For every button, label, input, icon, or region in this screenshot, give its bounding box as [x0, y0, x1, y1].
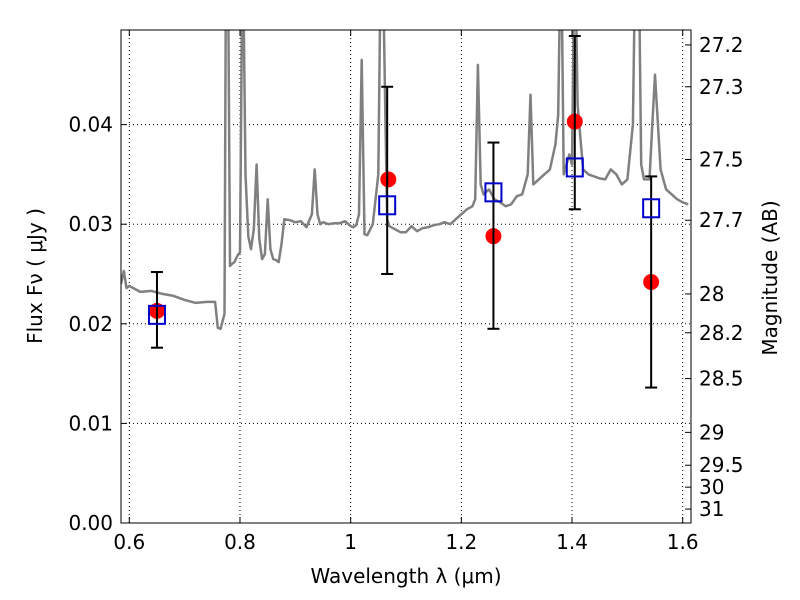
right-tick-label: 29 — [699, 420, 724, 444]
plot-area — [121, 30, 689, 389]
right-tick-label: 28 — [699, 282, 724, 306]
model-flux-square — [642, 198, 661, 219]
right-tick-label: 27.7 — [699, 208, 744, 232]
model-flux-square — [565, 157, 584, 178]
y-tick-label: 0.04 — [68, 113, 113, 137]
y-axis-label: Flux Fν ( μJy ) — [23, 208, 47, 344]
y-tick-label: 0.01 — [68, 411, 113, 435]
model-flux-square — [147, 304, 166, 325]
right-tick-label: 29.5 — [699, 453, 744, 477]
model-flux-square — [378, 195, 397, 216]
spectrum-line — [121, 30, 689, 331]
model-flux-square — [484, 182, 503, 203]
x-ticks: 0.6 0.8 1 1.2 1.4 1.6 — [113, 30, 699, 554]
x-axis-label: Wavelength λ (μm) — [310, 564, 501, 588]
x-tick-label: 1 — [344, 530, 357, 554]
x-tick-label: 1.2 — [445, 530, 477, 554]
plot-frame — [120, 29, 692, 524]
y-tick-label: 0.03 — [68, 212, 113, 236]
x-tick-label: 1.4 — [556, 530, 588, 554]
x-tick-label: 0.6 — [113, 530, 145, 554]
x-tick-label: 0.8 — [224, 530, 256, 554]
right-tick-label: 31 — [699, 497, 724, 521]
y-tick-label: 0.00 — [68, 511, 113, 535]
right-axis-label: Magnitude (AB) — [758, 200, 782, 355]
grid-lines — [121, 30, 691, 523]
axes — [120, 29, 692, 524]
right-tick-label: 27.2 — [699, 33, 744, 57]
observed-flux-point — [380, 171, 397, 188]
right-tick-label: 28.5 — [699, 367, 744, 391]
right-tick-label: 27.5 — [699, 147, 744, 171]
right-tick-label: 30 — [699, 475, 724, 499]
right-tick-label: 27.3 — [699, 75, 744, 99]
y-ticks: 0.00 0.01 0.02 0.03 0.04 — [68, 113, 127, 535]
right-tick-label: 28.2 — [699, 321, 744, 345]
x-tick-label: 1.6 — [667, 530, 699, 554]
y-tick-label: 0.02 — [68, 312, 113, 336]
